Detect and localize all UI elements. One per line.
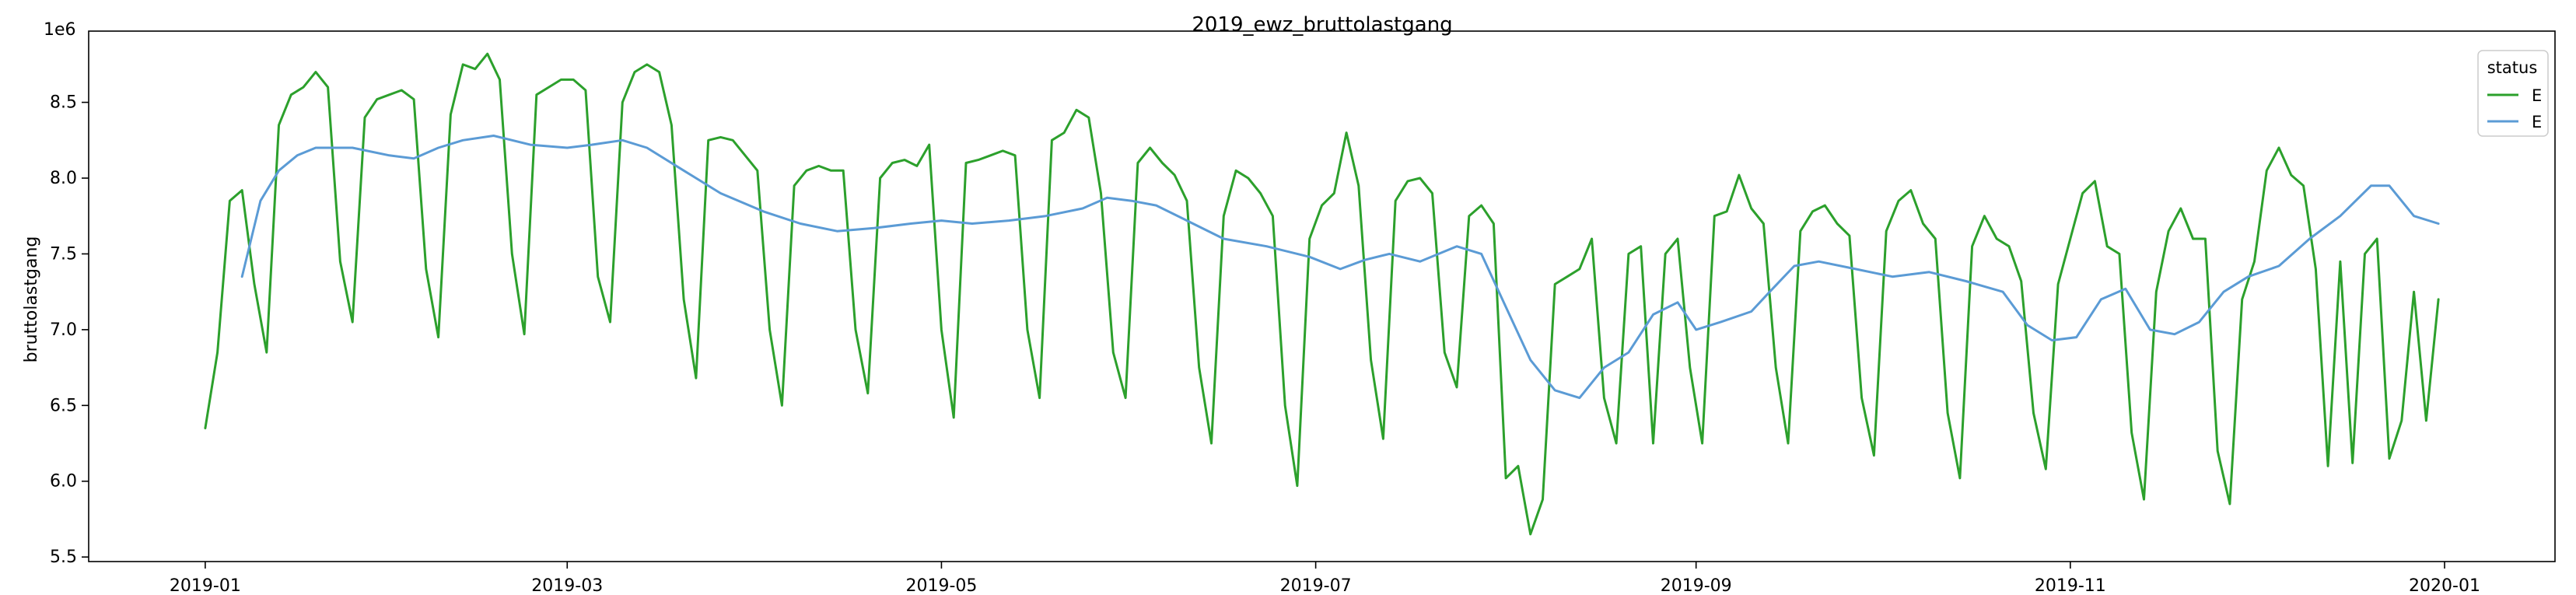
y-axis-offset-label: 1e6 (44, 20, 76, 40)
y-tick-label-6: 8.5 (50, 93, 77, 113)
series-layer (204, 52, 2440, 536)
x-tick-label-3: 2019-07 (1280, 576, 1352, 595)
y-tick-label-0: 5.5 (50, 548, 77, 567)
x-tick-label-2: 2019-05 (905, 576, 977, 595)
x-tick-label-1: 2019-03 (531, 576, 603, 595)
x-tick-label-5: 2019-11 (2035, 576, 2106, 595)
legend-label-1: E (2532, 113, 2542, 131)
legend: status E E (2477, 50, 2549, 137)
chart-title: 2019_ewz_bruttolastgang (1192, 13, 1452, 37)
y-tick-label-1: 6.0 (50, 472, 77, 492)
y-tick-label-3: 7.0 (50, 320, 77, 340)
y-axis: 5.5 6.0 6.5 7.0 7.5 8.0 8.5 (50, 93, 89, 567)
x-axis: 2019-01 2019-03 2019-05 2019-07 2019-09 2019-… (170, 562, 2480, 595)
x-tick-label-6: 2020-01 (2409, 576, 2480, 595)
y-tick-label-2: 6.5 (50, 396, 77, 415)
y-tick-label-4: 7.5 (50, 244, 77, 264)
series-line-1 (240, 135, 2440, 400)
legend-title: status (2487, 58, 2538, 77)
plot-area-frame (88, 30, 2556, 562)
y-tick-label-5: 8.0 (50, 169, 77, 188)
x-tick-label-4: 2019-09 (1661, 576, 1732, 595)
y-axis-title: bruttolastgang (22, 236, 41, 363)
legend-label-0: E (2532, 86, 2542, 105)
x-tick-label-0: 2019-01 (170, 576, 241, 595)
series-line-0 (204, 52, 2440, 536)
legend-box (2477, 50, 2549, 137)
